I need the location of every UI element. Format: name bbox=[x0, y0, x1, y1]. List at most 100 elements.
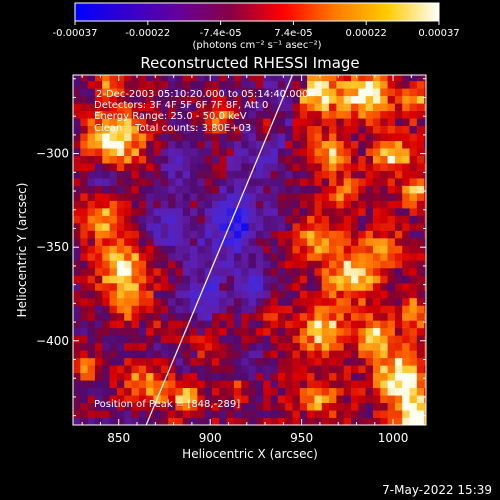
heatmap-cell bbox=[212, 215, 220, 224]
heatmap-cell bbox=[263, 75, 272, 82]
heatmap-cell bbox=[321, 103, 330, 112]
heatmap-cell bbox=[124, 372, 133, 381]
heatmap-cell bbox=[402, 327, 411, 336]
heatmap-cell bbox=[394, 395, 403, 404]
heatmap-cell bbox=[87, 305, 96, 314]
heatmap-cell bbox=[277, 207, 286, 216]
heatmap-cell bbox=[321, 110, 330, 119]
heatmap-cell bbox=[168, 320, 176, 329]
heatmap-cell bbox=[416, 88, 425, 97]
heatmap-cell bbox=[138, 185, 147, 194]
heatmap-cell bbox=[175, 207, 184, 216]
heatmap-cell bbox=[292, 88, 301, 97]
heatmap-cell bbox=[277, 192, 286, 201]
heatmap-cell bbox=[168, 342, 176, 351]
heatmap-cell bbox=[146, 335, 154, 344]
heatmap-cell bbox=[343, 215, 352, 224]
heatmap-cell bbox=[87, 245, 96, 254]
heatmap-cell bbox=[416, 245, 425, 254]
heatmap-cell bbox=[226, 395, 235, 404]
heatmap-cell bbox=[409, 297, 418, 306]
heatmap-cell bbox=[219, 200, 228, 209]
heatmap-cell bbox=[226, 387, 235, 396]
heatmap-cell bbox=[299, 80, 308, 89]
heatmap-cell bbox=[387, 372, 396, 381]
heatmap-cell bbox=[416, 387, 425, 396]
heatmap-cell bbox=[380, 320, 389, 329]
heatmap-cell bbox=[204, 200, 213, 209]
heatmap-cell bbox=[153, 410, 162, 419]
heatmap-cell bbox=[212, 133, 220, 142]
heatmap-cell bbox=[292, 155, 301, 164]
heatmap-cell bbox=[270, 380, 279, 389]
heatmap-cell bbox=[255, 350, 264, 359]
heatmap-cell bbox=[124, 200, 133, 209]
heatmap-cell bbox=[131, 350, 140, 359]
heatmap-cell bbox=[153, 282, 162, 291]
heatmap-cell bbox=[131, 387, 140, 396]
heatmap-cell bbox=[424, 230, 426, 239]
heatmap-cell bbox=[402, 320, 411, 329]
x-axis-ticks: 850 900 950 1000 bbox=[81, 75, 412, 445]
heatmap-cell bbox=[336, 260, 345, 269]
heatmap-cell bbox=[87, 320, 96, 329]
heatmap-cell bbox=[424, 297, 426, 306]
heatmap-cell bbox=[380, 75, 389, 82]
heatmap-cell bbox=[372, 177, 381, 186]
heatmap-cell bbox=[329, 267, 337, 276]
heatmap-cell bbox=[204, 192, 213, 201]
heatmap-cell bbox=[292, 170, 301, 179]
heatmap-cell bbox=[219, 140, 228, 149]
heatmap-cell bbox=[329, 357, 337, 366]
heatmap-cell bbox=[307, 118, 315, 127]
heatmap-cell bbox=[424, 282, 426, 291]
heatmap-cell bbox=[109, 88, 118, 97]
heatmap-cell bbox=[124, 103, 133, 112]
heatmap-cell bbox=[116, 305, 125, 314]
heatmap-cell bbox=[212, 192, 220, 201]
heatmap-cell bbox=[424, 177, 426, 186]
heatmap-cell bbox=[416, 417, 425, 425]
heatmap-cell bbox=[402, 342, 411, 351]
heatmap-cell bbox=[248, 237, 257, 246]
heatmap-cell bbox=[263, 417, 272, 425]
heatmap-cell bbox=[160, 282, 169, 291]
heatmap-cell bbox=[248, 320, 257, 329]
heatmap-cell bbox=[102, 162, 111, 171]
heatmap-cell bbox=[146, 192, 154, 201]
heatmap-cell bbox=[73, 305, 81, 314]
heatmap-cell bbox=[314, 125, 323, 134]
heatmap-cell bbox=[233, 312, 242, 321]
heatmap-cell bbox=[402, 252, 411, 261]
heatmap-cell bbox=[212, 230, 220, 239]
heatmap-cell bbox=[175, 88, 184, 97]
heatmap-cell bbox=[292, 342, 301, 351]
heatmap-cell bbox=[380, 103, 389, 112]
heatmap-cell bbox=[372, 75, 381, 82]
heatmap-cell bbox=[197, 387, 206, 396]
heatmap-cell bbox=[299, 252, 308, 261]
x-tick-label: 900 bbox=[199, 431, 222, 445]
heatmap-cell bbox=[73, 380, 81, 389]
heatmap-cell bbox=[233, 350, 242, 359]
heatmap-cell bbox=[160, 200, 169, 209]
heatmap-cell bbox=[131, 417, 140, 425]
heatmap-cell bbox=[131, 267, 140, 276]
heatmap-cell bbox=[241, 110, 250, 119]
heatmap-cell bbox=[314, 110, 323, 119]
heatmap-cell bbox=[87, 155, 96, 164]
heatmap-cell bbox=[190, 125, 198, 134]
heatmap-cell bbox=[160, 267, 169, 276]
heatmap-cell bbox=[372, 185, 381, 194]
heatmap-cell bbox=[168, 372, 176, 381]
heatmap-cell bbox=[255, 75, 264, 82]
heatmap-cell bbox=[292, 207, 301, 216]
heatmap-cell bbox=[116, 372, 125, 381]
heatmap-cell bbox=[146, 88, 154, 97]
x-tick-label: 950 bbox=[290, 431, 313, 445]
heatmap-cell bbox=[138, 133, 147, 142]
heatmap-cell bbox=[263, 252, 272, 261]
heatmap-cell bbox=[307, 177, 315, 186]
heatmap-cell bbox=[175, 125, 184, 134]
heatmap-cell bbox=[146, 267, 154, 276]
